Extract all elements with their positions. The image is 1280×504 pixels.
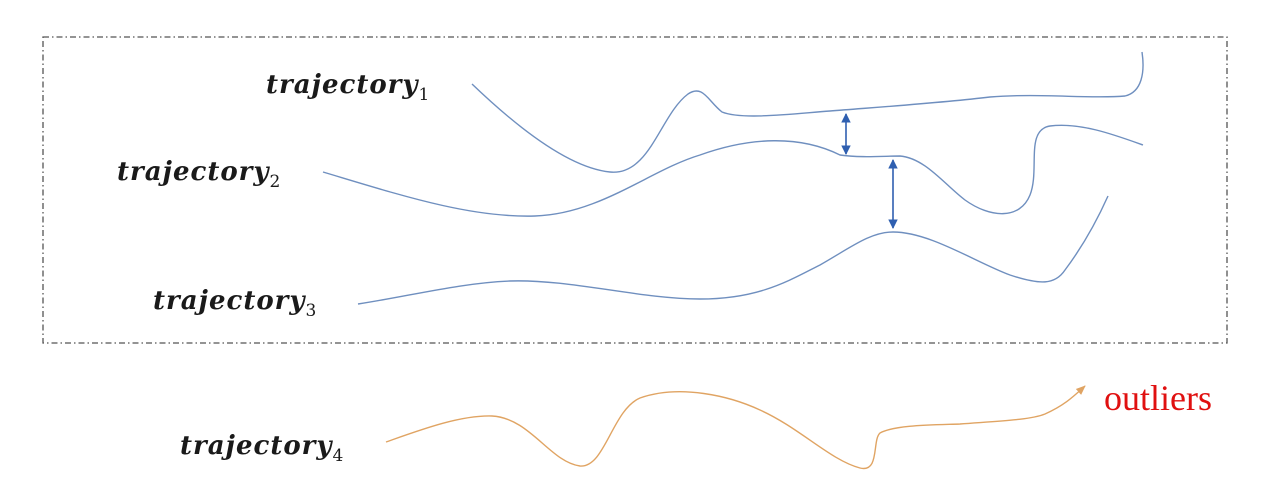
trajectory-3-curve xyxy=(357,195,1109,305)
trajectory-1-label: trajectory1 xyxy=(266,70,430,105)
outliers-label: outliers xyxy=(1104,378,1212,418)
normal-cluster-frame xyxy=(42,36,1228,344)
trajectory-3-label: trajectory3 xyxy=(153,286,317,321)
trajectory-2-curve xyxy=(322,124,1144,217)
trajectory-4-curve xyxy=(385,385,1086,470)
trajectory-1-curve xyxy=(471,51,1144,173)
trajectory-2-label: trajectory2 xyxy=(117,157,281,192)
trajectory-4-label: trajectory4 xyxy=(180,431,344,466)
